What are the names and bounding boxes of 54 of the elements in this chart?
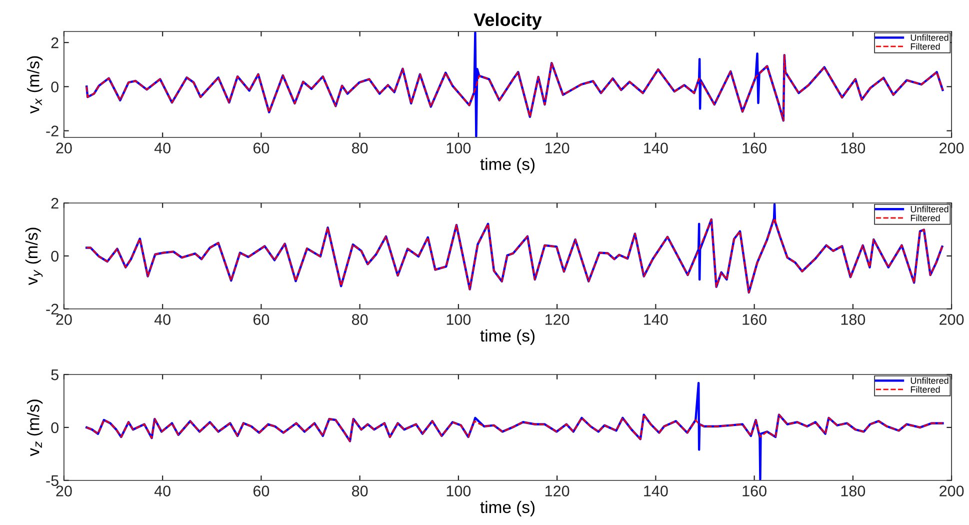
x-tick-label: 180 [841, 142, 866, 154]
x-tick-label: 140 [644, 486, 668, 496]
x-tick-label: 80 [352, 142, 368, 154]
legend-label: Unfiltered [910, 206, 948, 212]
y-axis-title: v$_{x}$ (m/s) [27, 56, 43, 114]
chart-title: Velocity [474, 12, 542, 30]
y-axis-title: v$_{z}$ (m/s) [27, 400, 43, 456]
x-tick-label: 120 [545, 486, 570, 496]
legend-label: Unfiltered [910, 377, 948, 384]
x-tick-label: 80 [352, 314, 368, 325]
y-tick-label: -5 [46, 475, 58, 486]
y-tick-label: -2 [46, 126, 58, 136]
x-tick-label: 60 [253, 142, 270, 154]
x-tick-label: 60 [253, 314, 270, 325]
y-tick-label: 2 [51, 37, 58, 48]
x-tick-label: 180 [841, 314, 866, 325]
y-tick-label: 2 [51, 198, 58, 209]
x-tick-label: 160 [742, 486, 766, 496]
x-tick-label: 100 [446, 486, 471, 496]
x-tick-label: 80 [352, 486, 368, 496]
legend-label: Filtered [910, 43, 940, 50]
x-tick-label: 140 [644, 314, 668, 325]
x-axis-title: time (s) [480, 158, 534, 174]
x-tick-label: 20 [56, 486, 72, 496]
y-axis-title: v$_{y}$ (m/s) [25, 228, 43, 286]
x-tick-label: 160 [742, 142, 766, 154]
x-axis-title: time (s) [480, 329, 534, 345]
line-series [86, 414, 944, 442]
x-tick-label: 160 [742, 314, 766, 325]
x-tick-label: 40 [154, 142, 170, 154]
x-tick-label: 200 [940, 486, 964, 496]
y-tick-label: 0 [51, 82, 58, 92]
x-tick-label: 20 [56, 314, 72, 325]
x-tick-label: 100 [446, 314, 471, 325]
legend-label: Filtered [910, 214, 940, 222]
x-tick-label: 40 [154, 314, 170, 325]
x-tick-label: 200 [940, 142, 964, 154]
x-tick-label: 200 [940, 314, 964, 325]
x-tick-label: 120 [545, 314, 570, 325]
x-tick-label: 120 [545, 142, 570, 154]
legend-label: Filtered [910, 386, 940, 393]
x-tick-label: 180 [841, 486, 866, 496]
y-tick-label: 0 [51, 422, 58, 434]
y-tick-label: 5 [51, 370, 58, 380]
line-series [86, 54, 944, 122]
legend-label: Unfiltered [910, 34, 948, 41]
x-tick-label: 60 [253, 486, 270, 496]
x-tick-label: 40 [154, 486, 170, 496]
x-tick-label: 140 [644, 142, 668, 154]
x-axis-title: time (s) [480, 500, 534, 516]
x-tick-label: 20 [56, 142, 72, 154]
x-tick-label: 100 [446, 142, 471, 154]
y-tick-label: -2 [46, 304, 58, 314]
y-tick-label: 0 [51, 250, 58, 262]
